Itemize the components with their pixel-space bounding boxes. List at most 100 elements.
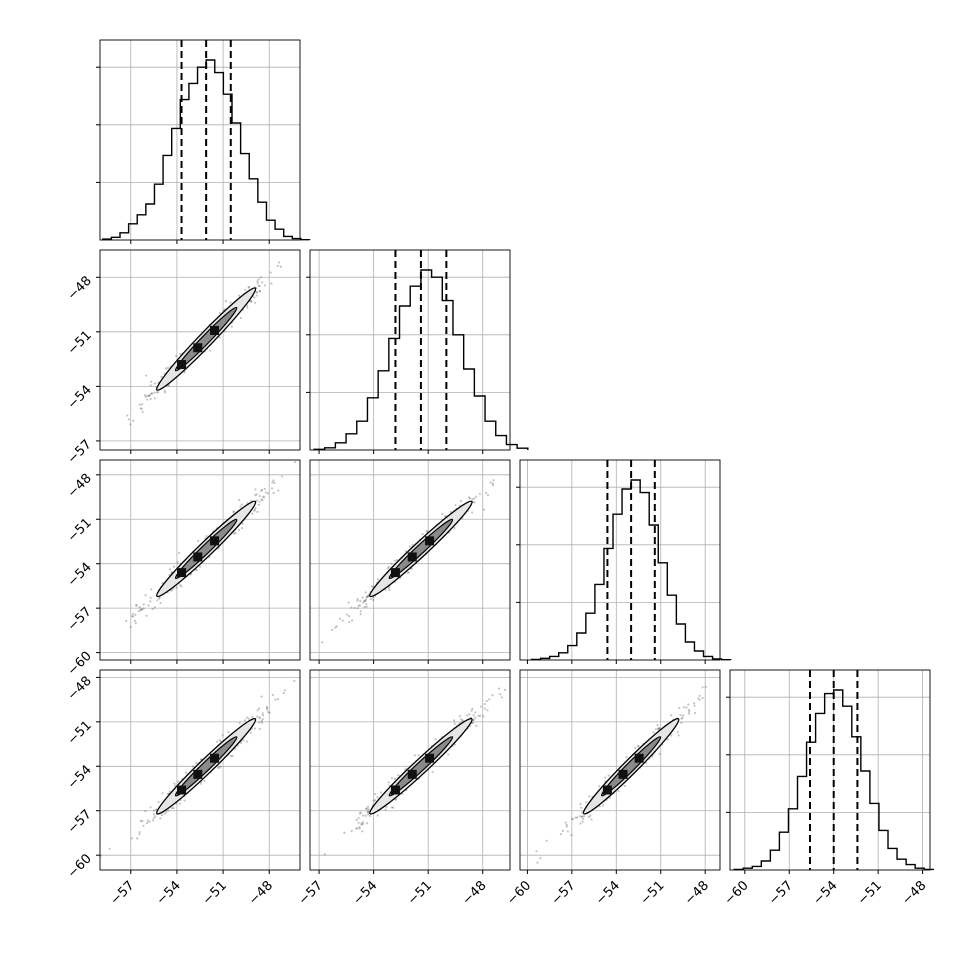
panel-frame: [99, 459, 301, 661]
scatter-point: [588, 795, 591, 798]
scatter-point: [623, 785, 626, 788]
scatter-point: [617, 790, 620, 793]
scatter-point: [151, 607, 154, 611]
scatter-point: [697, 697, 700, 700]
scatter-point: [195, 762, 198, 765]
scatter-point: [135, 604, 138, 607]
scatter-point: [365, 807, 368, 810]
scatter-point: [492, 479, 495, 482]
scatter-point: [361, 821, 365, 824]
density-peak: [193, 552, 203, 562]
scatter-point: [155, 391, 158, 394]
scatter-point: [323, 853, 326, 856]
scatter-point: [581, 815, 584, 818]
scatter-point: [479, 705, 483, 708]
scatter-point: [485, 699, 488, 703]
scatter-point: [361, 814, 365, 817]
scatter-point: [159, 601, 162, 605]
scatter-point: [374, 792, 377, 796]
scatter-point: [355, 819, 358, 822]
scatter-point: [704, 685, 707, 689]
scatter-point: [159, 817, 162, 820]
scatter-point: [265, 705, 269, 708]
scatter-point: [687, 708, 690, 712]
scatter-point: [273, 481, 276, 484]
y-tick-label: −57: [65, 604, 95, 634]
density-peak: [177, 785, 187, 795]
scatter-point: [130, 837, 134, 840]
scatter-point: [413, 754, 416, 757]
scatter-point: [693, 711, 697, 715]
scatter-point: [582, 817, 585, 820]
panel-frame: [99, 669, 301, 871]
panel-frame: [99, 249, 301, 451]
scatter-point: [200, 782, 203, 785]
scatter-point: [274, 698, 277, 701]
scatter-point: [470, 709, 473, 712]
scatter-point: [256, 282, 259, 285]
scatter-point: [376, 796, 379, 799]
scatter-point: [637, 745, 640, 748]
scatter-point: [156, 599, 159, 602]
scatter-point: [365, 603, 368, 606]
scatter-point: [348, 615, 351, 618]
density-peak: [425, 753, 435, 763]
scatter-point: [503, 688, 507, 691]
scatter-point: [250, 300, 253, 303]
scatter-point: [682, 705, 686, 709]
scatter-point: [258, 500, 261, 503]
scatter-point: [658, 726, 661, 730]
scatter-panel-3-1: −57 −54 −51 −48: [296, 669, 517, 908]
scatter-point: [177, 780, 180, 783]
scatter-point: [479, 714, 482, 717]
scatter-point: [199, 758, 203, 761]
scatter-point: [545, 839, 548, 842]
scatter-point: [153, 606, 157, 609]
y-tick-label: −51: [65, 718, 95, 748]
scatter-point: [652, 731, 655, 734]
scatter-point: [454, 504, 457, 507]
scatter-point: [135, 837, 139, 840]
scatter-point: [294, 460, 297, 464]
scatter-point: [144, 594, 147, 597]
scatter-panel-2-1: [309, 459, 511, 664]
x-tick-label: −54: [811, 878, 841, 908]
scatter-point: [146, 394, 149, 397]
scatter-point: [261, 718, 264, 721]
scatter-point: [356, 599, 359, 602]
density-peak: [618, 769, 628, 779]
scatter-point: [258, 494, 261, 498]
scatter-point: [397, 774, 400, 777]
scatter-point: [260, 695, 263, 698]
scatter-point: [466, 714, 469, 717]
scatter-point: [153, 382, 157, 385]
x-tick-label: −57: [549, 878, 579, 908]
scatter-point: [151, 819, 155, 822]
scatter-point: [139, 407, 142, 410]
scatter-point: [152, 816, 155, 820]
y-tick-label: −57: [65, 437, 95, 467]
scatter-point: [256, 709, 259, 712]
scatter-point: [154, 815, 157, 818]
scatter-point: [280, 475, 284, 478]
x-tick-label: −60: [504, 878, 534, 908]
scatter-point: [348, 620, 351, 624]
scatter-point: [515, 683, 517, 685]
scatter-point: [100, 854, 103, 857]
scatter-point: [240, 503, 243, 506]
scatter-panel-1-0: −48 −51 −54 −57: [65, 249, 301, 467]
y-tick-label: −54: [65, 763, 95, 793]
scatter-point: [164, 367, 168, 370]
scatter-point: [473, 501, 476, 504]
scatter-point: [474, 711, 477, 714]
scatter-point: [581, 811, 584, 814]
scatter-point: [197, 539, 200, 542]
scatter-point: [393, 777, 397, 780]
scatter-point: [269, 271, 272, 274]
scatter-point: [132, 615, 135, 618]
hist-panel-0: [96, 39, 311, 244]
scatter-point: [701, 686, 704, 689]
scatter-point: [149, 397, 152, 400]
scatter-panel-2-0: −48 −51 −54 −57 −60: [65, 459, 301, 679]
scatter-point: [475, 724, 478, 727]
